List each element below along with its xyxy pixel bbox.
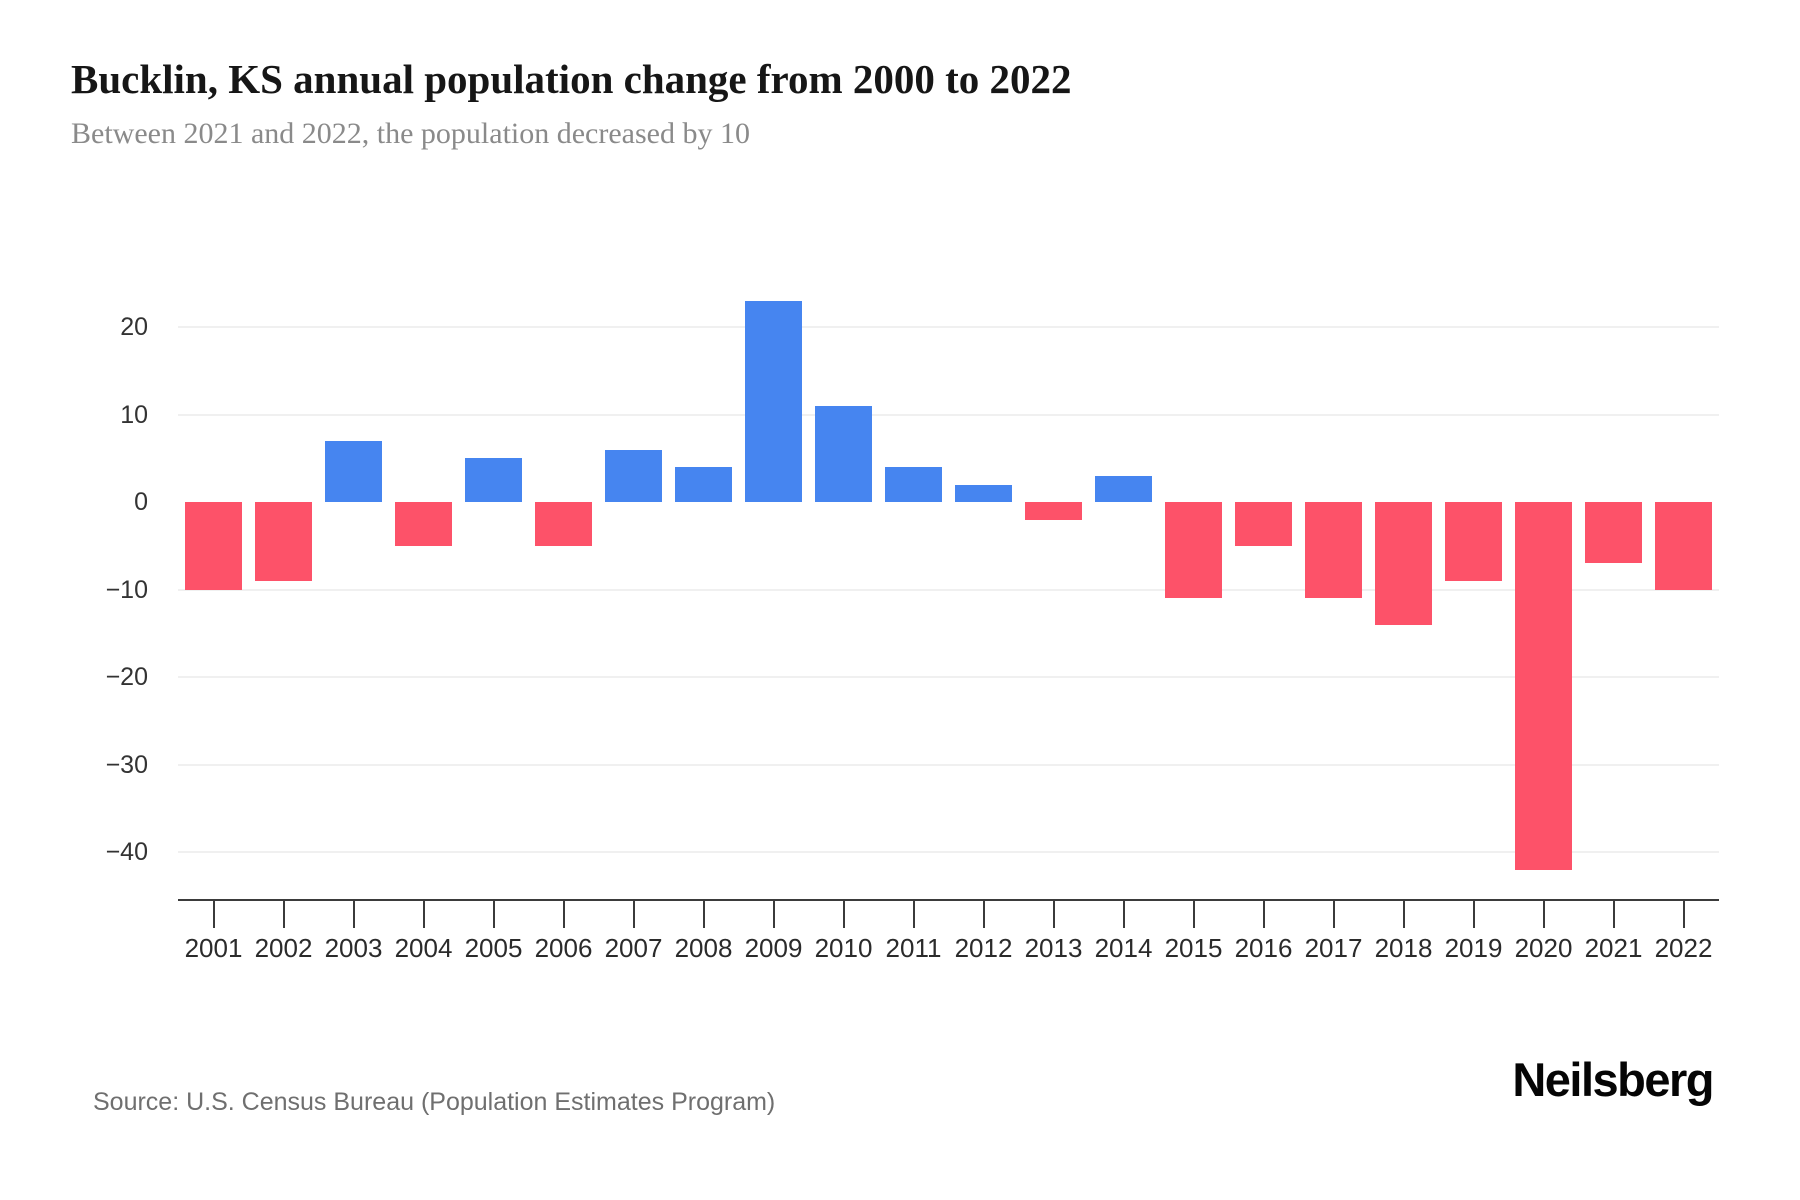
x-tick-2015 — [1192, 901, 1195, 928]
x-axis-label-2015: 2015 — [1164, 933, 1223, 963]
y-gridline--40 — [178, 851, 1719, 853]
bar-2015[interactable] — [1165, 502, 1222, 599]
bar-2010[interactable] — [815, 405, 872, 502]
bar-2017[interactable] — [1305, 502, 1362, 599]
bar-2006[interactable] — [535, 502, 592, 546]
x-axis-label-2008: 2008 — [674, 933, 733, 963]
x-axis-label-2017: 2017 — [1304, 933, 1363, 963]
x-tick-2017 — [1332, 901, 1335, 928]
y-axis-label-10: 10 — [120, 400, 148, 429]
chart-title: Bucklin, KS annual population change fro… — [71, 56, 1072, 102]
x-axis-label-2001: 2001 — [184, 933, 243, 963]
bar-2004[interactable] — [395, 502, 452, 546]
y-axis-label-20: 20 — [120, 313, 148, 341]
x-tick-2011 — [912, 901, 915, 928]
y-gridline-10 — [178, 413, 1719, 416]
x-axis-label-2016: 2016 — [1234, 933, 1293, 963]
bar-2020[interactable] — [1515, 502, 1572, 870]
x-axis-line — [178, 899, 1719, 901]
x-axis-label-2021: 2021 — [1584, 933, 1643, 963]
x-tick-2022 — [1682, 901, 1685, 928]
source-attribution: Source: U.S. Census Bureau (Population E… — [93, 1088, 776, 1116]
bar-2018[interactable] — [1375, 502, 1432, 625]
bar-2019[interactable] — [1445, 502, 1502, 581]
x-axis-label-2003: 2003 — [324, 933, 383, 963]
x-axis-label-2013: 2013 — [1024, 933, 1083, 963]
x-tick-2007 — [632, 901, 635, 928]
bar-2012[interactable] — [955, 484, 1012, 502]
bar-2001[interactable] — [185, 502, 242, 590]
bar-2022[interactable] — [1655, 502, 1712, 590]
x-tick-2009 — [772, 901, 775, 928]
bar-2011[interactable] — [885, 467, 942, 502]
x-tick-2016 — [1262, 901, 1265, 928]
x-axis-label-2005: 2005 — [464, 933, 523, 963]
x-tick-2003 — [352, 901, 355, 928]
x-axis-label-2014: 2014 — [1094, 933, 1153, 963]
x-axis-label-2022: 2022 — [1654, 933, 1713, 963]
bar-2013[interactable] — [1025, 502, 1082, 520]
x-tick-2001 — [212, 901, 215, 928]
x-axis-label-2004: 2004 — [394, 933, 453, 963]
bar-2008[interactable] — [675, 467, 732, 502]
x-axis-label-2011: 2011 — [885, 933, 942, 963]
neilsberg-logo: Neilsberg — [1512, 1053, 1714, 1106]
bar-2016[interactable] — [1235, 502, 1292, 546]
x-axis-label-2009: 2009 — [744, 933, 803, 963]
x-tick-2014 — [1122, 901, 1125, 928]
y-axis-label--10: −10 — [105, 575, 148, 604]
x-tick-2021 — [1612, 901, 1615, 928]
x-axis-label-2010: 2010 — [814, 933, 873, 963]
x-axis-label-2002: 2002 — [254, 933, 313, 963]
chart-subtitle: Between 2021 and 2022, the population de… — [71, 117, 750, 150]
x-axis-label-2012: 2012 — [954, 933, 1013, 963]
bar-2009[interactable] — [745, 300, 802, 502]
bar-2021[interactable] — [1585, 502, 1642, 564]
x-tick-2002 — [282, 901, 285, 928]
y-gridline--10 — [178, 588, 1719, 591]
x-tick-2018 — [1402, 901, 1405, 928]
x-axis-label-2019: 2019 — [1444, 933, 1503, 963]
y-gridline--30 — [178, 763, 1719, 766]
y-gridline-20 — [178, 326, 1719, 328]
x-axis-label-2006: 2006 — [534, 933, 593, 963]
y-axis-label--30: −30 — [105, 750, 148, 779]
x-tick-2010 — [842, 901, 845, 928]
x-tick-2008 — [702, 901, 705, 928]
y-axis-label-0: 0 — [134, 488, 148, 516]
x-tick-2004 — [422, 901, 425, 928]
y-gridline--20 — [178, 676, 1719, 678]
x-axis-label-2018: 2018 — [1374, 933, 1433, 963]
bar-2007[interactable] — [605, 449, 662, 502]
x-tick-2005 — [492, 901, 495, 928]
x-axis-label-2020: 2020 — [1514, 933, 1573, 963]
bar-2002[interactable] — [255, 502, 312, 581]
x-tick-2006 — [562, 901, 565, 928]
bar-2005[interactable] — [465, 458, 522, 502]
x-axis-label-2007: 2007 — [604, 933, 663, 963]
bar-2014[interactable] — [1095, 475, 1152, 502]
y-axis-label--20: −20 — [105, 663, 148, 691]
y-axis-label--40: −40 — [105, 838, 148, 866]
bar-2003[interactable] — [325, 440, 382, 502]
x-tick-2013 — [1052, 901, 1055, 928]
x-tick-2012 — [982, 901, 985, 928]
x-tick-2020 — [1542, 901, 1545, 928]
x-tick-2019 — [1472, 901, 1475, 928]
